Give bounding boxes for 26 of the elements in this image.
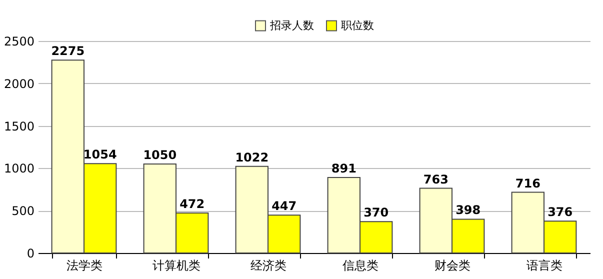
data-label: 1050 <box>143 148 177 162</box>
data-label: 472 <box>180 196 205 211</box>
y-tick-label: 2000 <box>4 76 34 91</box>
legend-label: 招录人数 <box>269 18 314 32</box>
data-label: 716 <box>515 176 540 190</box>
data-label: 1054 <box>83 148 117 162</box>
x-tick-label: 经济类 <box>250 258 286 272</box>
y-tick-label: 500 <box>12 204 34 218</box>
x-tick-label: 法学类 <box>66 258 102 272</box>
x-tick-label: 财会类 <box>434 258 470 272</box>
data-label: 447 <box>272 199 297 214</box>
y-tick-label: 0 <box>26 246 34 260</box>
data-label: 376 <box>548 205 573 220</box>
x-tick-label: 计算机类 <box>152 258 200 272</box>
legend-label: 职位数 <box>341 18 374 32</box>
x-tick-label: 信息类 <box>342 258 378 272</box>
data-label: 763 <box>423 172 448 186</box>
y-tick-label: 2500 <box>4 34 34 48</box>
data-label: 891 <box>331 161 356 176</box>
data-label: 2275 <box>51 44 85 58</box>
data-label: 1022 <box>235 150 269 164</box>
data-label: 398 <box>456 203 481 218</box>
data-label: 370 <box>364 206 389 220</box>
y-tick-label: 1000 <box>4 162 34 176</box>
x-tick-label: 语言类 <box>526 258 562 272</box>
y-tick-label: 1500 <box>4 119 34 134</box>
